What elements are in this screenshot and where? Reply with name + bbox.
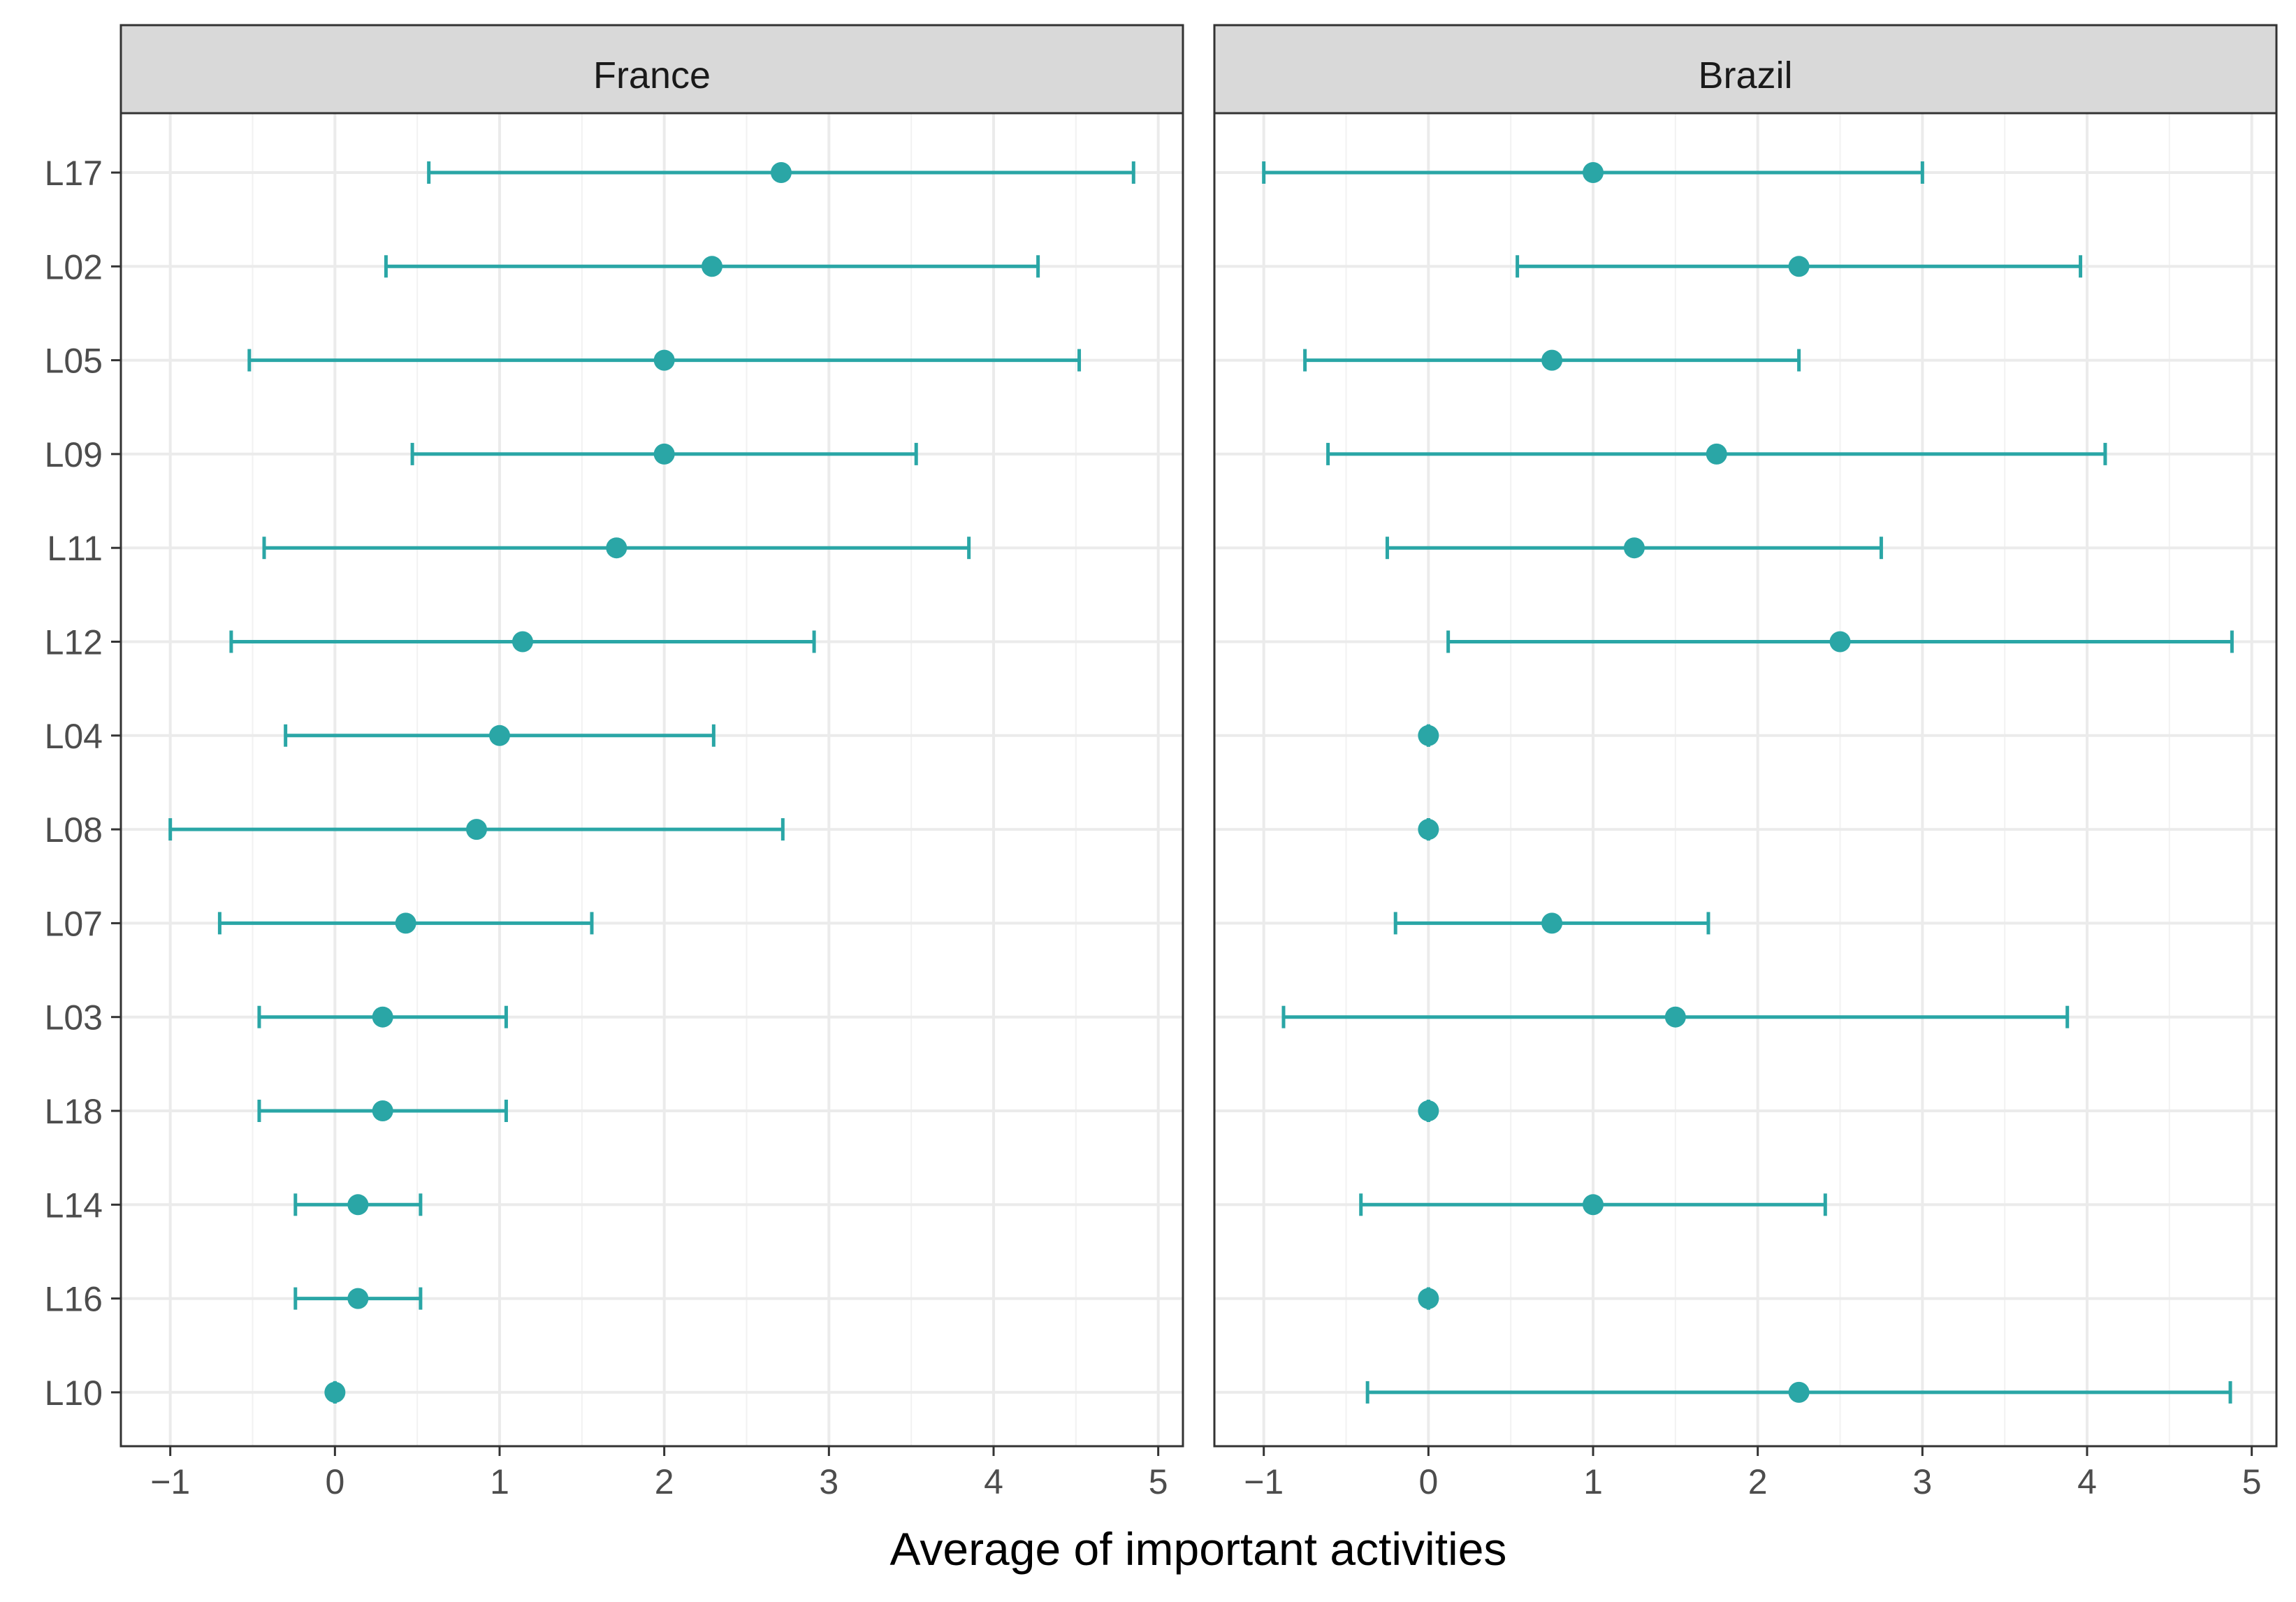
y-tick-label-l04: L04: [45, 717, 103, 756]
x-tick-label: −1: [1244, 1462, 1284, 1501]
mean-point: [1541, 912, 1563, 934]
mean-point: [702, 256, 723, 277]
x-axis-title: Average of important activities: [890, 1523, 1507, 1575]
data-point-l03: [1281, 1005, 2070, 1028]
panel-title: Brazil: [1698, 54, 1792, 96]
mean-point: [1583, 162, 1604, 183]
y-tick-label-l02: L02: [45, 247, 103, 286]
y-tick-label-l07: L07: [45, 904, 103, 943]
mean-point: [606, 537, 627, 559]
panels-layer: France −1 0 1 2 3 4 5 Brazil −1 0 1 2 3 4 5: [119, 24, 2278, 1501]
x-tick-label: 4: [984, 1462, 1003, 1501]
x-tick-label: 5: [1149, 1462, 1168, 1501]
y-tick-label-l17: L17: [45, 154, 103, 193]
data-point-l14: [293, 1193, 423, 1216]
data-point-l18: [1418, 1100, 1439, 1122]
mean-point: [1829, 631, 1851, 653]
mean-point: [372, 1100, 393, 1121]
data-point-l12: [229, 630, 816, 653]
mean-point: [1418, 1288, 1439, 1309]
x-tick-label: 1: [1583, 1462, 1603, 1501]
mean-point: [466, 819, 488, 840]
panel-strip: [1213, 24, 2278, 115]
data-point-l10: [1365, 1381, 2232, 1404]
y-tick-label-l16: L16: [45, 1280, 103, 1319]
data-point-l05: [247, 349, 1082, 372]
mean-point: [512, 631, 534, 653]
y-tick-label-l14: L14: [45, 1186, 103, 1225]
data-point-l02: [384, 255, 1040, 278]
data-point-l17: [1262, 161, 1924, 184]
x-tick-label: 2: [1748, 1462, 1768, 1501]
data-point-l08: [168, 818, 785, 841]
x-tick-label: 0: [325, 1462, 344, 1501]
mean-point: [1418, 819, 1439, 840]
data-point-l10: [324, 1381, 346, 1404]
mean-point: [653, 349, 675, 371]
panel-title: France: [593, 54, 711, 96]
data-point-l04: [1418, 724, 1439, 747]
x-tick-label: 2: [655, 1462, 674, 1501]
mean-point: [347, 1194, 369, 1216]
data-point-l17: [427, 161, 1135, 184]
panel-brazil: Brazil −1 0 1 2 3 4 5: [1213, 24, 2278, 1501]
mean-point: [395, 912, 416, 934]
panel-france: France −1 0 1 2 3 4 5: [119, 24, 1184, 1501]
data-point-l03: [257, 1005, 508, 1028]
mean-point: [489, 724, 511, 746]
mean-point: [1788, 256, 1810, 277]
y-axis: L17 L02 L05 L09 L11 L12 L04 L08 L07 L03 L18 L14 L16 L…: [45, 154, 121, 1413]
y-tick-label-l18: L18: [45, 1092, 103, 1131]
data-point-l16: [1418, 1287, 1439, 1310]
mean-point: [653, 443, 675, 465]
mean-point: [1541, 349, 1563, 371]
x-tick-label: 4: [2077, 1462, 2097, 1501]
data-point-l18: [257, 1100, 508, 1122]
mean-point: [1418, 1100, 1439, 1121]
mean-point: [770, 162, 792, 183]
mean-point: [1788, 1381, 1810, 1403]
mean-point: [1418, 724, 1439, 746]
x-tick-label: 3: [819, 1462, 838, 1501]
data-point-l11: [262, 537, 971, 560]
data-point-l11: [1385, 537, 1883, 560]
data-point-l16: [293, 1287, 423, 1310]
y-tick-label-l03: L03: [45, 998, 103, 1037]
mean-point: [1664, 1006, 1686, 1028]
data-point-l14: [1359, 1193, 1827, 1216]
y-tick-label-l11: L11: [47, 529, 103, 568]
mean-point: [1706, 443, 1727, 465]
x-tick-label: 3: [1912, 1462, 1932, 1501]
mean-point: [347, 1288, 369, 1309]
mean-point: [1623, 537, 1645, 559]
y-tick-label-l08: L08: [45, 810, 103, 850]
mean-point: [372, 1006, 393, 1028]
mean-point: [1583, 1194, 1604, 1216]
x-tick-label: 1: [490, 1462, 509, 1501]
panel-strip: [119, 24, 1184, 115]
panel-border: [1213, 112, 2278, 1448]
panel-plot-area: [1214, 113, 2276, 1446]
data-point-l09: [410, 442, 918, 465]
y-tick-label-l09: L09: [45, 435, 103, 474]
x-tick-label: 0: [1418, 1462, 1438, 1501]
data-point-l05: [1303, 349, 1801, 372]
x-tick-label: −1: [150, 1462, 190, 1501]
x-tick-label: 5: [2242, 1462, 2262, 1501]
panel-plot-area: [121, 113, 1183, 1446]
data-point-l09: [1326, 442, 2107, 465]
data-point-l07: [217, 912, 594, 935]
y-tick-label-l05: L05: [45, 342, 103, 381]
y-tick-label-l10: L10: [45, 1374, 103, 1413]
data-point-l07: [1393, 912, 1710, 935]
data-point-l12: [1446, 630, 2234, 653]
panel-border: [119, 112, 1184, 1448]
data-point-l04: [284, 724, 715, 747]
data-point-l02: [1516, 255, 2083, 278]
data-point-l08: [1418, 818, 1439, 841]
mean-point: [324, 1381, 346, 1403]
y-tick-label-l12: L12: [45, 623, 103, 662]
